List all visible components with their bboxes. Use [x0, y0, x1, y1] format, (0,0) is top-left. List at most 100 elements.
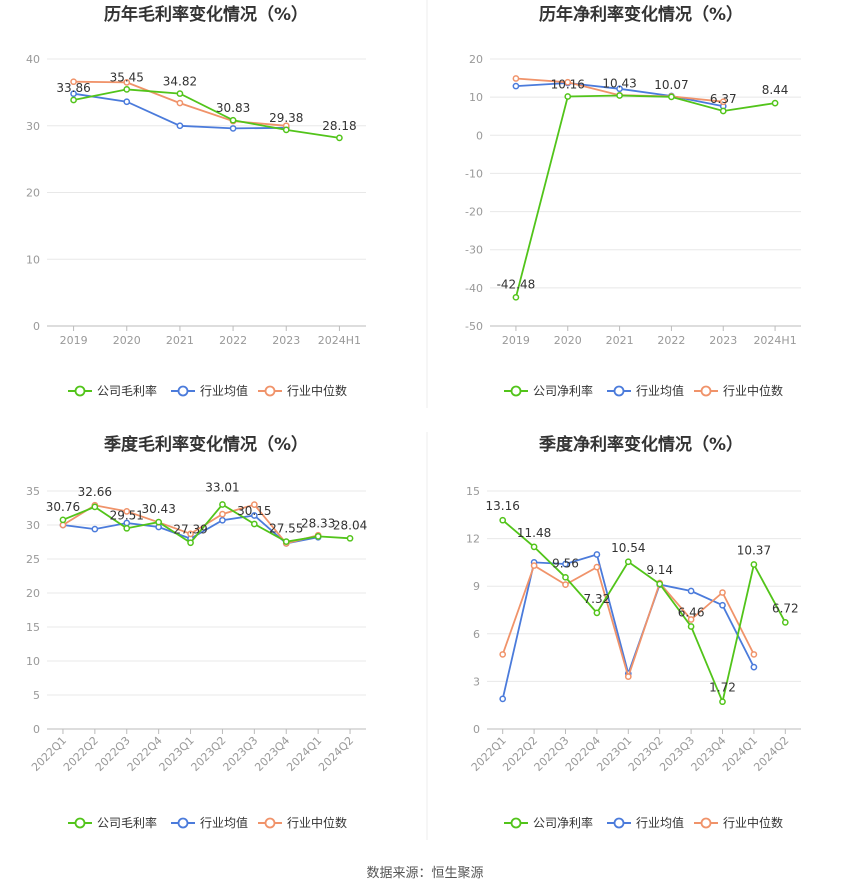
data-label: 30.43: [141, 502, 175, 516]
y-tick-label: 0: [33, 320, 40, 333]
x-tick-label: 2023: [709, 334, 737, 347]
data-point: [176, 90, 184, 97]
data-point: [282, 538, 290, 546]
data-point: [781, 619, 789, 626]
legend-item-3[interactable]: 行业中位数: [694, 383, 783, 398]
data-point: [229, 125, 237, 132]
data-point: [346, 534, 354, 542]
legend: 公司毛利率 行业均值 行业中位数: [68, 383, 347, 398]
legend-item-1[interactable]: 公司净利率: [504, 815, 593, 830]
y-tick-label: 10: [26, 253, 40, 266]
data-label: 30.76: [46, 500, 80, 514]
legend-item-3[interactable]: 行业中位数: [258, 815, 347, 830]
data-label: -42.48: [497, 277, 536, 291]
data-point: [719, 601, 726, 609]
x-tick-label: 2019: [502, 334, 530, 347]
data-point: [530, 543, 538, 551]
y-tick-label: 0: [473, 723, 480, 736]
data-point: [512, 82, 520, 90]
legend-label: 行业均值: [200, 815, 248, 830]
data-point: [123, 98, 131, 106]
data-label: 10.16: [551, 78, 585, 92]
legend-item-2[interactable]: 行业均值: [171, 815, 248, 830]
legend-label: 公司毛利率: [97, 383, 157, 398]
data-point: [512, 75, 520, 82]
data-point: [70, 96, 77, 104]
legend: 公司净利率 行业均值 行业中位数: [504, 383, 783, 398]
data-label: 30.83: [216, 101, 250, 115]
legend-item-1[interactable]: 公司净利率: [504, 383, 593, 398]
legend-item-2[interactable]: 行业均值: [607, 815, 684, 830]
x-tick-label: 2021: [606, 334, 634, 347]
data-point: [750, 561, 758, 568]
data-label: 10.54: [611, 541, 645, 555]
legend-marker: [177, 385, 189, 397]
y-tick-label: 5: [33, 689, 40, 702]
data-label: 28.18: [322, 119, 356, 133]
data-point: [562, 560, 569, 568]
data-point: [771, 99, 779, 107]
y-tick-label: 35: [26, 485, 40, 498]
data-label: 35.45: [110, 70, 144, 84]
y-tick-label: 6: [473, 628, 480, 641]
y-tick-label: -10: [465, 167, 483, 180]
data-label: 10.37: [737, 543, 771, 557]
y-tick-label: 0: [476, 129, 483, 142]
x-tick-label: 2019: [60, 334, 88, 347]
data-point: [219, 510, 226, 518]
x-tick-label: 2024Q2: [751, 734, 791, 774]
chart-panel-1: 历年毛利率变化情况（%） 0 10 20 30 40 2019 2020 2021 2022 202…: [26, 4, 366, 398]
x-tick-label: 2021: [166, 334, 194, 347]
y-tick-label: -50: [465, 320, 483, 333]
legend-item-3[interactable]: 行业中位数: [258, 383, 347, 398]
data-point: [251, 520, 258, 528]
data-point: [155, 518, 162, 526]
data-label: 28.04: [333, 518, 367, 532]
chart-title: 季度净利率变化情况（%）: [539, 434, 743, 455]
data-label: 7.32: [584, 592, 611, 606]
legend-item-3[interactable]: 行业中位数: [694, 815, 783, 830]
legend-marker: [700, 385, 712, 397]
data-point: [91, 525, 99, 533]
y-tick-label: 30: [26, 519, 40, 532]
data-point: [564, 93, 572, 100]
data-point: [123, 524, 131, 532]
data-point: [499, 695, 507, 703]
data-point: [187, 530, 194, 538]
series-line-1: [62, 503, 351, 544]
data-point: [187, 539, 194, 547]
data-point: [219, 501, 226, 508]
data-label: 9.14: [646, 563, 673, 577]
y-tick-label: 9: [473, 580, 480, 593]
chart-panel-4: 季度净利率变化情况（%）036912152022Q12022Q22022Q320…: [466, 434, 801, 830]
data-point: [624, 673, 632, 680]
y-tick-label: 12: [466, 533, 480, 546]
legend-item-2[interactable]: 行业均值: [171, 383, 248, 398]
chart-title: 历年毛利率变化情况（%）: [104, 4, 308, 25]
data-point: [624, 558, 632, 566]
data-point: [564, 78, 572, 86]
data-label: 30.15: [237, 504, 271, 518]
chart-title: 历年净利率变化情况（%）: [539, 4, 743, 25]
data-label: 11.48: [517, 526, 551, 540]
data-point: [219, 516, 226, 524]
data-point: [750, 663, 758, 671]
data-label: 6.46: [678, 606, 705, 620]
legend-item-2[interactable]: 行业均值: [607, 383, 684, 398]
legend-marker: [510, 817, 522, 829]
y-tick-label: 20: [469, 53, 483, 66]
data-point: [750, 651, 758, 658]
data-label: 29.51: [110, 508, 144, 522]
data-label: 28.33: [301, 516, 335, 530]
data-point: [251, 512, 258, 519]
data-point: [336, 134, 343, 142]
legend-item-1[interactable]: 公司毛利率: [68, 815, 157, 830]
x-tick-label: 2022: [219, 334, 247, 347]
data-point: [719, 698, 726, 706]
data-label: 6.72: [772, 601, 799, 615]
legend-item-1[interactable]: 公司毛利率: [68, 383, 157, 398]
y-tick-label: 25: [26, 553, 40, 566]
series-line-1: [73, 88, 340, 139]
legend-label: 行业中位数: [723, 383, 783, 398]
